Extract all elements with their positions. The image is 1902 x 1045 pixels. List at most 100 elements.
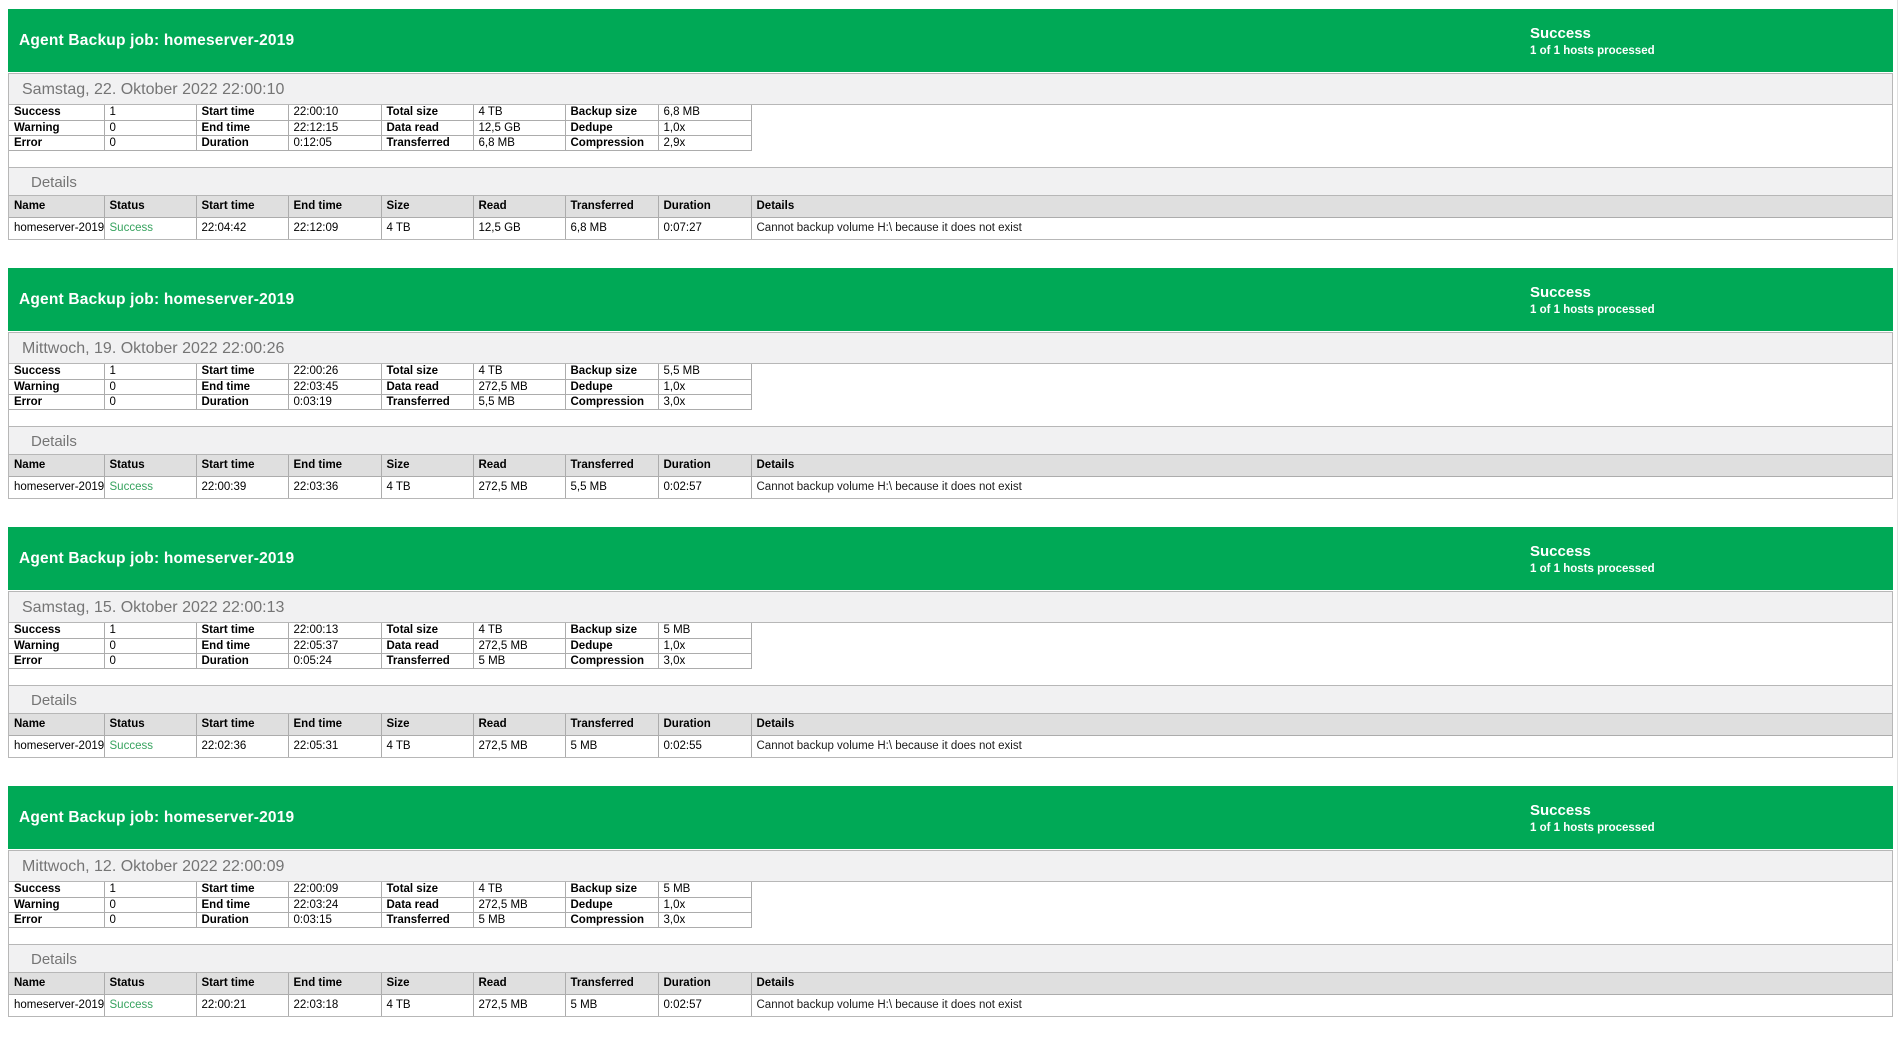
col-header-end-time: End time [288, 714, 382, 736]
report-page: Agent Backup job: homeserver-2019 Succes… [8, 9, 1893, 1045]
start-time-label: Start time [196, 623, 289, 639]
transferred-value: 6,8 MB [473, 135, 566, 151]
warning-count: 0 [104, 638, 197, 654]
error-label: Error [9, 912, 105, 928]
details-data-row: homeserver-2019 Success 22:00:21 22:03:1… [9, 994, 1892, 1016]
warning-label: Warning [9, 897, 105, 913]
data-read-label: Data read [381, 638, 474, 654]
report-card: Agent Backup job: homeserver-2019 Succes… [8, 527, 1893, 758]
col-header-read: Read [473, 455, 566, 477]
col-header-end-time: End time [288, 196, 382, 218]
compression-label: Compression [565, 394, 659, 410]
data-read-value: 272,5 MB [473, 379, 566, 395]
warning-count: 0 [104, 897, 197, 913]
transferred-label: Transferred [381, 394, 474, 410]
job-title: Agent Backup job: homeserver-2019 [19, 549, 295, 567]
col-header-name: Name [9, 714, 105, 736]
details-data-row: homeserver-2019 Success 22:00:39 22:03:3… [9, 476, 1892, 498]
col-header-name: Name [9, 973, 105, 995]
start-time-value: 22:00:10 [288, 105, 382, 121]
error-label: Error [9, 394, 105, 410]
end-time-cell: 22:03:18 [288, 994, 382, 1016]
report-card: Agent Backup job: homeserver-2019 Succes… [8, 786, 1893, 1017]
details-header-row: Name Status Start time End time Size Rea… [9, 973, 1892, 995]
col-header-size: Size [381, 455, 474, 477]
start-time-value: 22:00:26 [288, 364, 382, 380]
dedupe-value: 1,0x [658, 897, 752, 913]
scrollbar-track-edge[interactable] [1897, 0, 1898, 961]
col-header-end-time: End time [288, 973, 382, 995]
job-status: Success [1530, 801, 1591, 819]
details-heading: Details [9, 167, 1892, 196]
col-header-read: Read [473, 714, 566, 736]
end-time-cell: 22:05:31 [288, 735, 382, 757]
col-header-status: Status [104, 973, 197, 995]
summary-row: Error 0 Duration 0:03:15 Transferred 5 M… [9, 912, 752, 928]
col-header-name: Name [9, 455, 105, 477]
job-header-bar: Agent Backup job: homeserver-2019 Succes… [8, 268, 1893, 331]
compression-value: 3,0x [658, 912, 752, 928]
job-status-block: Success 1 of 1 hosts processed [1530, 802, 1655, 834]
duration-value: 0:03:19 [288, 394, 382, 410]
backup-size-label: Backup size [565, 623, 659, 639]
host-name-cell: homeserver-2019 [9, 994, 105, 1016]
transferred-label: Transferred [381, 135, 474, 151]
col-header-size: Size [381, 714, 474, 736]
col-header-status: Status [104, 196, 197, 218]
end-time-value: 22:03:24 [288, 897, 382, 913]
error-count: 0 [104, 394, 197, 410]
col-header-duration: Duration [658, 973, 752, 995]
job-status: Success [1530, 283, 1591, 301]
summary-table: Success 1 Start time 22:00:26 Total size… [9, 364, 752, 410]
job-title: Agent Backup job: homeserver-2019 [19, 808, 295, 826]
read-cell: 272,5 MB [473, 994, 566, 1016]
start-time-cell: 22:00:21 [196, 994, 289, 1016]
job-status: Success [1530, 542, 1591, 560]
summary-table: Success 1 Start time 22:00:09 Total size… [9, 882, 752, 928]
end-time-cell: 22:12:09 [288, 217, 382, 239]
col-header-details: Details [751, 714, 1892, 736]
status-cell: Success [104, 994, 197, 1016]
summary-area: Success 1 Start time 22:00:10 Total size… [9, 105, 1892, 167]
read-cell: 272,5 MB [473, 476, 566, 498]
details-message-cell: Cannot backup volume H:\ because it does… [751, 735, 1892, 757]
end-time-value: 22:05:37 [288, 638, 382, 654]
col-header-details: Details [751, 196, 1892, 218]
report-card: Agent Backup job: homeserver-2019 Succes… [8, 9, 1893, 240]
success-label: Success [9, 623, 105, 639]
duration-value: 0:12:05 [288, 135, 382, 151]
dedupe-value: 1,0x [658, 638, 752, 654]
job-header-bar: Agent Backup job: homeserver-2019 Succes… [8, 527, 1893, 590]
status-cell: Success [104, 217, 197, 239]
start-time-cell: 22:00:39 [196, 476, 289, 498]
status-cell: Success [104, 735, 197, 757]
read-cell: 272,5 MB [473, 735, 566, 757]
end-time-cell: 22:03:36 [288, 476, 382, 498]
transferred-cell: 5,5 MB [565, 476, 659, 498]
details-heading: Details [9, 426, 1892, 455]
details-table: Name Status Start time End time Size Rea… [9, 973, 1892, 1016]
details-header-row: Name Status Start time End time Size Rea… [9, 714, 1892, 736]
success-label: Success [9, 364, 105, 380]
run-date: Mittwoch, 12. Oktober 2022 22:00:09 [9, 851, 1892, 882]
total-size-value: 4 TB [473, 623, 566, 639]
total-size-label: Total size [381, 105, 474, 121]
col-header-transferred: Transferred [565, 714, 659, 736]
summary-row: Success 1 Start time 22:00:26 Total size… [9, 364, 752, 380]
col-header-status: Status [104, 455, 197, 477]
dedupe-label: Dedupe [565, 638, 659, 654]
job-title: Agent Backup job: homeserver-2019 [19, 31, 295, 49]
hosts-processed: 1 of 1 hosts processed [1530, 562, 1655, 575]
summary-row: Success 1 Start time 22:00:09 Total size… [9, 882, 752, 898]
end-time-label: End time [196, 379, 289, 395]
col-header-duration: Duration [658, 714, 752, 736]
start-time-cell: 22:04:42 [196, 217, 289, 239]
warning-label: Warning [9, 120, 105, 136]
job-status-block: Success 1 of 1 hosts processed [1530, 284, 1655, 316]
col-header-duration: Duration [658, 455, 752, 477]
col-header-start-time: Start time [196, 196, 289, 218]
backup-size-label: Backup size [565, 105, 659, 121]
duration-value: 0:05:24 [288, 653, 382, 669]
start-time-label: Start time [196, 105, 289, 121]
col-header-size: Size [381, 196, 474, 218]
